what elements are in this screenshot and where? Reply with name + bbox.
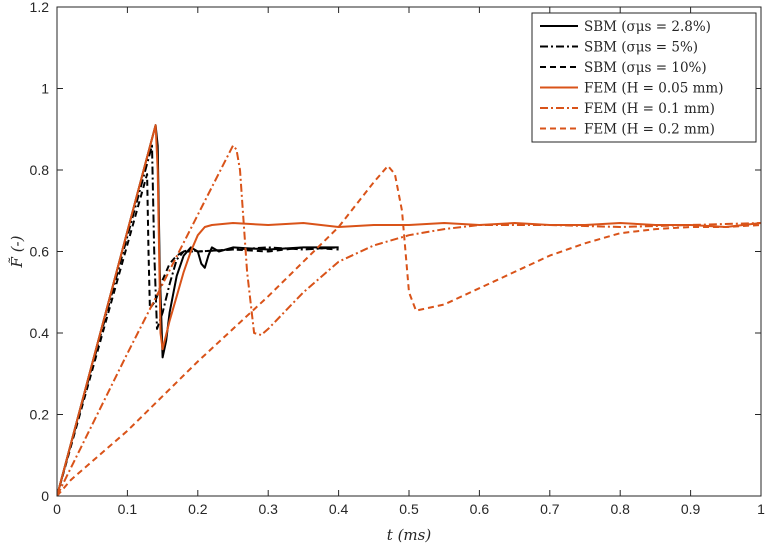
x-tick-label: 0.6 [470, 501, 490, 517]
x-tick-label: 0.4 [329, 501, 349, 517]
y-axis-label: F̃ (-) [8, 235, 26, 268]
y-tick-label: 0.2 [30, 407, 50, 423]
y-tick-label: 1.2 [30, 0, 50, 15]
ticks-layer: 0 0.1 0.2 0.3 0.4 0.5 0.6 0.7 0.8 0.9 1 0 0.2 0.4 0.6 0… [30, 0, 765, 517]
legend-entry: FEM (H = 0.05 mm) [584, 81, 724, 97]
legend-entry: SBM (σμs = 2.8%) [584, 19, 711, 35]
legend-entry: FEM (H = 0.2 mm) [584, 122, 715, 138]
series-line-4 [57, 124, 761, 496]
x-tick-label: 0.1 [118, 501, 138, 517]
y-tick-label: 0 [41, 488, 49, 504]
x-tick-label: 0.7 [540, 501, 560, 517]
y-tick-label: 0.6 [30, 244, 50, 260]
legend-entry: FEM (H = 0.1 mm) [584, 101, 715, 117]
series-layer [57, 124, 761, 496]
x-tick-label: 0 [53, 501, 61, 517]
series-line-2 [57, 144, 339, 496]
series-line-5 [57, 144, 761, 496]
legend-box [531, 12, 757, 143]
legend: SBM (σμs = 2.8%) SBM (σμs = 5%) SBM (σμs =… [531, 12, 757, 143]
legend-entry: SBM (σμs = 5%) [584, 40, 698, 56]
y-tick-label: 0.4 [30, 325, 50, 341]
y-tick-label: 1 [41, 81, 49, 97]
legend-entry: SBM (σμs = 10%) [584, 60, 707, 76]
series-line-6 [57, 164, 761, 496]
x-tick-label: 0.8 [610, 501, 630, 517]
series-line-3 [57, 173, 339, 496]
x-tick-label: 0.3 [258, 501, 278, 517]
x-tick-label: 0.5 [399, 501, 419, 517]
x-tick-label: 0.2 [188, 501, 208, 517]
x-tick-label: 0.9 [681, 501, 701, 517]
series-line-1 [57, 124, 339, 496]
y-tick-label: 0.8 [30, 162, 50, 178]
x-tick-label: 1 [757, 501, 765, 517]
x-axis-label: t (ms) [387, 526, 432, 544]
